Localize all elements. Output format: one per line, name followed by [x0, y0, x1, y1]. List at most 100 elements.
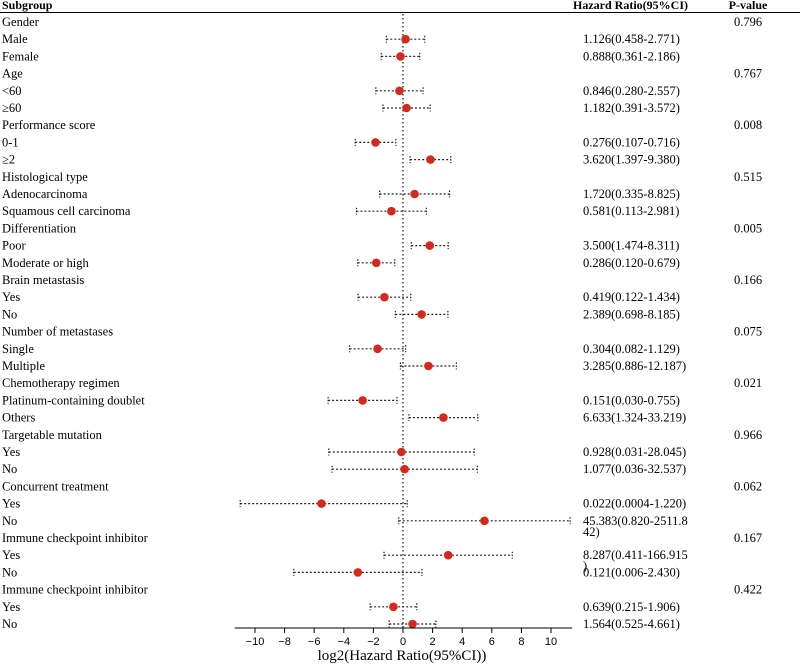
subgroup-heading: Targetable mutation — [2, 428, 103, 442]
hazard-ratio-point — [358, 396, 367, 405]
hazard-ratio-point — [439, 413, 448, 422]
p-value: 0.515 — [734, 170, 762, 184]
subgroup-label: Multiple — [2, 359, 46, 373]
p-value: 0.767 — [734, 67, 762, 81]
p-value: 0.422 — [734, 583, 762, 597]
hazard-ratio-point — [402, 103, 411, 113]
subgroup-label: No — [2, 565, 17, 579]
subgroup-label: ≥2 — [2, 153, 15, 167]
subgroup-label: Platinum-containing doublet — [2, 393, 145, 407]
subgroup-label: No — [2, 462, 17, 476]
subgroup-heading: Gender — [2, 15, 40, 29]
hazard-ratio-point — [426, 155, 435, 164]
subgroup-heading: Concurrent treatment — [2, 479, 109, 493]
x-tick-label: 4 — [459, 636, 465, 648]
hazard-ratio-ci-text: 0.846(0.280-2.557) — [583, 84, 680, 98]
hazard-ratio-ci-text: 1.720(0.335-8.825) — [583, 187, 680, 201]
p-value: 0.021 — [734, 376, 762, 390]
subgroup-heading: Histological type — [2, 170, 88, 184]
p-value: 0.167 — [734, 531, 762, 545]
subgroup-label: Female — [2, 49, 39, 63]
hazard-ratio-ci-text: 0.639(0.215-1.906) — [583, 600, 680, 614]
hazard-ratio-ci-text: 0.304(0.082-1.129) — [583, 342, 680, 356]
x-tick-label: 2 — [430, 636, 436, 648]
hazard-ratio-point — [400, 464, 409, 474]
hazard-ratio-ci-text: 1.077(0.036-32.537) — [583, 462, 686, 476]
hazard-ratio-ci-text: 3.285(0.886-12.187) — [583, 359, 686, 373]
hazard-ratio-point — [389, 602, 398, 612]
hazard-ratio-point — [371, 138, 380, 147]
hazard-ratio-point — [401, 34, 410, 44]
x-axis-label: log2(Hazard Ratio(95%CI)) — [318, 648, 487, 664]
hazard-ratio-ci-text: 3.500(1.474-8.311) — [583, 239, 679, 253]
header-subgroup: Subgroup — [2, 0, 53, 12]
p-value: 0.166 — [734, 273, 762, 287]
subgroup-label: 0-1 — [2, 135, 19, 149]
subgroup-heading: Brain metastasis — [2, 273, 84, 287]
subgroup-label: Squamous cell carcinoma — [2, 204, 131, 218]
x-axis: −10 −8 −6 −4 −2 0 2 4 6 8 10 — [234, 627, 573, 648]
x-tick-label: −6 — [308, 636, 321, 648]
subgroup-heading: Performance score — [2, 118, 96, 132]
x-tick-label: −2 — [367, 636, 380, 648]
hazard-ratio-ci-text: 0.286(0.120-0.679) — [583, 256, 680, 270]
subgroup-heading: Immune checkpoint inhibitor — [2, 583, 149, 597]
hazard-ratio-point — [371, 258, 381, 268]
subgroup-label: ≥60 — [2, 101, 21, 115]
x-tick-label: 8 — [518, 636, 524, 648]
x-tick-label: 10 — [545, 636, 557, 648]
hazard-ratio-ci-text: 8.287(0.411-166.915) — [583, 548, 688, 573]
p-value: 0.062 — [734, 479, 762, 493]
subgroup-heading: Immune checkpoint inhibitor — [2, 531, 149, 545]
hazard-ratio-point — [480, 516, 489, 526]
subgroup-label: No — [2, 307, 17, 321]
hazard-ratio-ci-text: 1.564(0.525-4.661) — [583, 617, 680, 631]
subgroup-label: Moderate or high — [2, 256, 90, 270]
hazard-ratio-ci-text: 0.151(0.030-0.755) — [583, 393, 680, 407]
subgroup-label: <60 — [2, 84, 22, 98]
hazard-ratio-ci-text: 1.126(0.458-2.771) — [583, 32, 680, 46]
hazard-ratio-point — [408, 619, 417, 629]
hazard-ratio-ci-text: 2.389(0.698-8.185) — [583, 307, 680, 321]
subgroup-label: Adenocarcinoma — [2, 187, 88, 201]
hazard-ratio-ci-text: 0.928(0.031-28.045) — [583, 445, 686, 459]
x-tick-label: −8 — [278, 636, 291, 648]
header-p-value: P-value — [729, 0, 768, 12]
hazard-ratio-ci-text: 3.620(1.397-9.380) — [583, 153, 680, 167]
p-value: 0.966 — [734, 428, 762, 442]
hazard-ratio-point — [424, 361, 433, 371]
hazard-ratio-ci-text: 0.276(0.107-0.716) — [583, 135, 680, 149]
x-tick-label: −4 — [338, 636, 351, 648]
subgroup-label: Others — [2, 411, 35, 425]
x-tick-label: 6 — [489, 636, 495, 648]
hazard-ratio-ci-text: 0.581(0.113-2.981) — [583, 204, 679, 218]
hazard-ratio-ci-text: 6.633(1.324-33.219) — [583, 411, 686, 425]
hazard-ratio-point — [397, 447, 406, 457]
subgroup-label: Single — [2, 342, 34, 356]
hazard-ratio-point — [417, 310, 426, 319]
subgroup-label: Yes — [2, 497, 20, 511]
header-hazard-ratio: Hazard Ratio(95%CI) — [573, 0, 688, 12]
subgroup-heading: Differentiation — [2, 221, 77, 235]
hazard-ratio-ci-text: 0.121(0.006-2.430) — [583, 565, 680, 579]
subgroup-label: Yes — [2, 548, 20, 562]
p-value: 0.796 — [734, 15, 762, 29]
hazard-ratio-point — [387, 206, 396, 216]
hazard-ratio-point — [373, 344, 382, 354]
hazard-ratio-ci-text: 0.888(0.361-2.186) — [583, 49, 680, 63]
hazard-ratio-point — [443, 550, 453, 560]
x-tick-label: −10 — [246, 636, 265, 648]
subgroup-label: Male — [2, 32, 28, 46]
p-value: 0.008 — [734, 118, 762, 132]
hazard-ratio-point — [425, 241, 435, 250]
subgroup-label: No — [2, 617, 17, 631]
p-value: 0.005 — [734, 221, 762, 235]
hazard-ratio-point — [317, 499, 326, 508]
hazard-ratio-point — [353, 568, 363, 577]
subgroup-heading: Chemotherapy regimen — [2, 376, 120, 390]
p-value: 0.075 — [734, 325, 762, 339]
subgroup-label: Yes — [2, 445, 20, 459]
subgroup-heading: Age — [2, 67, 23, 81]
hazard-ratio-ci-text: 0.022(0.0004-1.220) — [583, 497, 686, 511]
